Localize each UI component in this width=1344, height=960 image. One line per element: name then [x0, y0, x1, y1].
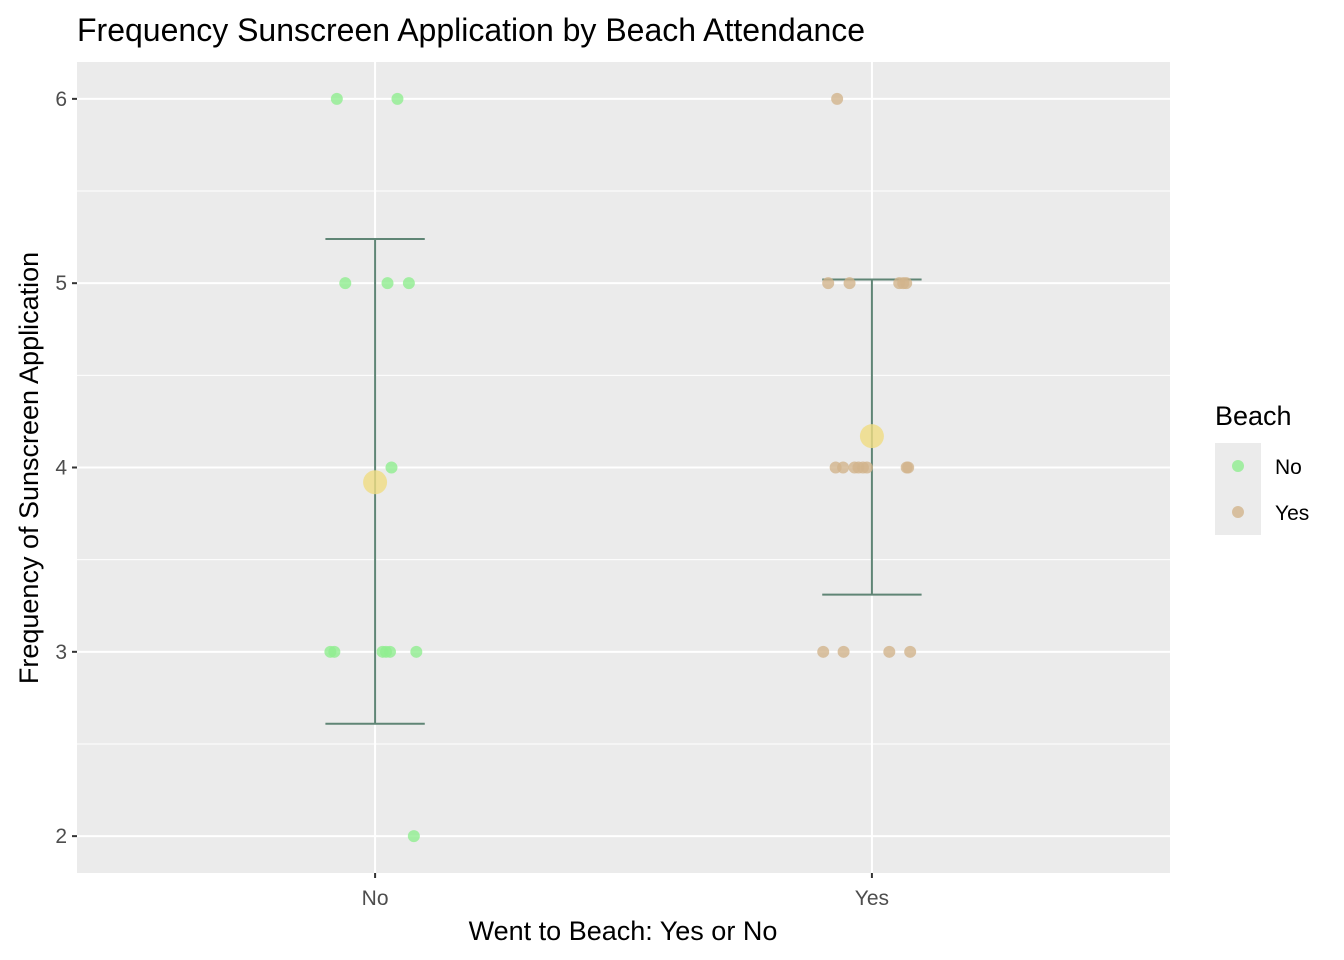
data-point-no	[407, 830, 420, 843]
data-point-no	[381, 277, 394, 290]
legend-key	[1232, 460, 1244, 472]
data-point-no	[410, 645, 423, 658]
y-tick-label: 5	[55, 272, 67, 295]
x-tick-label: Yes	[855, 887, 889, 910]
data-point-no	[391, 92, 404, 105]
x-tick-label: No	[362, 887, 389, 910]
data-point-yes	[817, 645, 830, 658]
data-point-yes	[904, 645, 917, 658]
chart-title: Frequency Sunscreen Application by Beach…	[77, 12, 865, 48]
legend-label: Yes	[1275, 502, 1309, 525]
data-point-yes	[837, 645, 850, 658]
data-point-no	[330, 92, 343, 105]
mean-point	[859, 424, 884, 449]
legend-label: No	[1275, 456, 1302, 479]
legend: Beach No Yes	[1215, 401, 1309, 535]
data-point-no	[402, 277, 415, 290]
data-point-no	[385, 461, 398, 474]
data-point-no	[339, 277, 352, 290]
data-point-yes	[831, 92, 844, 105]
x-axis: No Yes	[362, 873, 889, 910]
data-point-yes	[837, 461, 850, 474]
data-point-no	[383, 645, 396, 658]
data-point-yes	[843, 277, 856, 290]
y-tick-label: 2	[55, 825, 67, 848]
data-point-yes	[860, 461, 873, 474]
data-point-yes	[822, 277, 835, 290]
y-tick-label: 3	[55, 641, 67, 664]
legend-title: Beach	[1215, 401, 1292, 431]
y-tick-label: 4	[55, 457, 67, 480]
x-axis-title: Went to Beach: Yes or No	[469, 916, 778, 946]
data-point-yes	[883, 645, 896, 658]
data-points	[324, 92, 917, 843]
minor-gridlines	[77, 190, 1170, 745]
data-point-yes	[900, 277, 913, 290]
data-point-no	[328, 645, 341, 658]
y-axis: 2 3 4 5 6	[55, 88, 77, 848]
data-point-yes	[902, 461, 915, 474]
y-axis-title: Frequency of Sunscreen Application	[14, 252, 44, 684]
y-tick-label: 6	[55, 88, 67, 111]
legend-key	[1232, 506, 1244, 518]
mean-point	[363, 470, 388, 495]
mean-points	[363, 424, 884, 495]
